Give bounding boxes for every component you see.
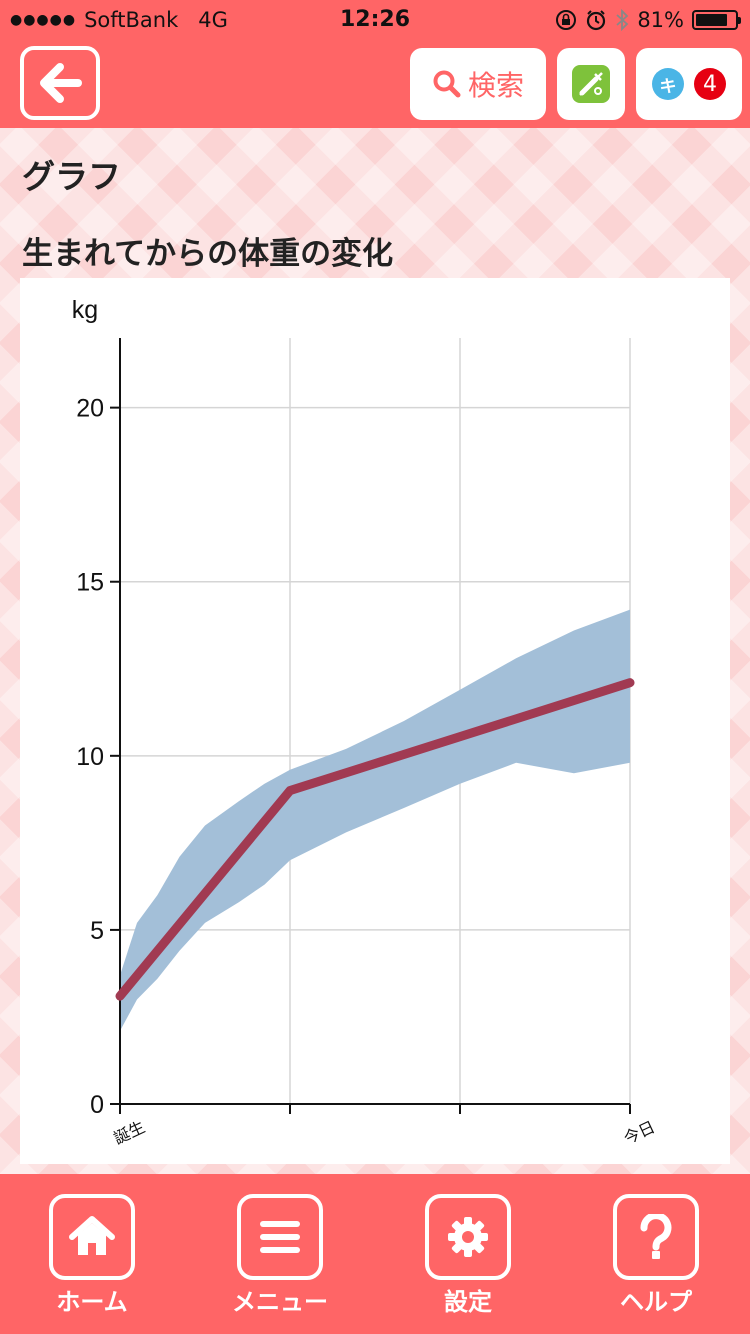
x-tick-label: 今日 bbox=[621, 1117, 658, 1148]
status-left: ●●●●● SoftBank 4G bbox=[10, 8, 228, 32]
y-tick-label: 15 bbox=[76, 569, 104, 597]
chart-labels: 0 5 10 15 20 誕生 今日 kg bbox=[72, 296, 658, 1148]
x-tick-label: 誕生 bbox=[111, 1117, 148, 1148]
network-type: 4G bbox=[198, 8, 228, 32]
y-tick-label: 10 bbox=[76, 743, 104, 771]
status-time: 12:26 bbox=[339, 7, 411, 32]
section-title: 生まれてからの体重の変化 bbox=[22, 236, 394, 272]
question-icon bbox=[640, 1214, 672, 1259]
search-button[interactable]: 検索 bbox=[410, 48, 546, 120]
status-right: 81% bbox=[555, 8, 741, 32]
gear-icon bbox=[448, 1217, 488, 1257]
nav-help-label: ヘルプ bbox=[620, 1288, 692, 1316]
y-tick-label: 20 bbox=[76, 395, 104, 423]
search-label: 検索 bbox=[467, 69, 524, 102]
menu-button[interactable] bbox=[237, 1194, 323, 1280]
rotation-lock-icon bbox=[556, 10, 577, 30]
y-tick-label: 0 bbox=[90, 1091, 104, 1119]
bluetooth-icon bbox=[616, 9, 629, 31]
vaccination-button[interactable] bbox=[557, 48, 625, 120]
syringe-icon bbox=[572, 65, 610, 103]
chart-axes bbox=[110, 338, 631, 1114]
header-bar: ●●●●● SoftBank 4G 12:26 81% bbox=[0, 0, 750, 128]
chart-svg: 0 5 10 15 20 誕生 今日 kg bbox=[72, 296, 658, 1148]
signal-strength: ●●●●● bbox=[10, 12, 77, 28]
battery-level bbox=[696, 14, 727, 26]
y-tick-label: 5 bbox=[90, 917, 104, 945]
nav-home-label: ホーム bbox=[56, 1288, 128, 1316]
nav-home[interactable]: ホーム bbox=[27, 1194, 157, 1317]
nav-help[interactable]: ヘルプ bbox=[591, 1194, 721, 1317]
battery-icon bbox=[692, 10, 741, 30]
nav-settings[interactable]: 設定 bbox=[403, 1194, 533, 1317]
menu-icon bbox=[260, 1221, 300, 1253]
settings-button[interactable] bbox=[425, 1194, 511, 1280]
percentile-band bbox=[120, 609, 630, 1031]
alarm-icon bbox=[587, 10, 606, 31]
ki-icon: キ bbox=[652, 68, 684, 100]
weight-series-line bbox=[115, 678, 635, 1001]
bottom-nav: ホーム メニュー 設定 bbox=[0, 1174, 750, 1334]
nav-menu-label: メニュー bbox=[232, 1288, 328, 1316]
weight-chart: 0 5 10 15 20 誕生 今日 kg bbox=[20, 278, 730, 1164]
home-button[interactable] bbox=[49, 1194, 135, 1280]
notification-button[interactable]: キ 4 bbox=[636, 48, 742, 120]
magnifier-icon bbox=[433, 70, 461, 98]
nav-menu[interactable]: メニュー bbox=[215, 1194, 345, 1317]
home-icon bbox=[69, 1216, 115, 1255]
carrier-name: SoftBank bbox=[84, 8, 179, 32]
arrow-left-icon bbox=[40, 63, 82, 103]
battery-percent: 81% bbox=[637, 8, 684, 32]
y-axis-unit-label: kg bbox=[72, 296, 98, 324]
help-button[interactable] bbox=[613, 1194, 699, 1280]
notification-badge: 4 bbox=[694, 68, 726, 100]
back-button[interactable] bbox=[20, 46, 100, 120]
page-title: グラフ bbox=[22, 157, 121, 196]
nav-settings-label: 設定 bbox=[444, 1288, 492, 1316]
status-bar: ●●●●● SoftBank 4G 12:26 81% bbox=[0, 0, 750, 40]
